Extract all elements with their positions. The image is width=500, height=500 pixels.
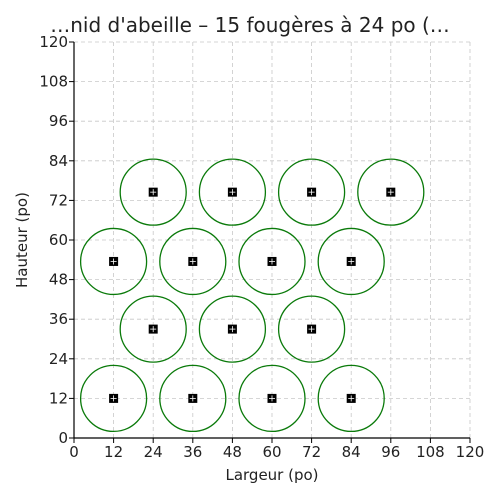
y-tick-label: 36	[49, 310, 68, 328]
spacing-circle	[317, 227, 385, 296]
fern-point	[159, 227, 227, 296]
x-tick-label: 36	[183, 443, 202, 461]
spacing-circle	[238, 364, 306, 433]
fern-point	[317, 364, 385, 433]
fern-point	[198, 295, 267, 363]
x-tick-label: 60	[262, 443, 281, 461]
x-tick-label: 96	[381, 443, 400, 461]
x-tick-label: 12	[104, 443, 123, 461]
spacing-circle	[277, 295, 346, 363]
grid-layer	[73, 41, 471, 439]
x-tick-label: 72	[302, 443, 321, 461]
fern-point	[277, 158, 346, 226]
x-tick-label: 0	[69, 443, 79, 461]
fern-point	[277, 295, 346, 363]
y-tick-label: 0	[58, 429, 68, 447]
fern-point	[238, 364, 306, 433]
spacing-circle	[357, 158, 425, 226]
chart-title: …nid d'abeille – 15 fougères à 24 po (…	[50, 13, 450, 37]
x-tick-label: 24	[144, 443, 163, 461]
spacing-circle	[79, 227, 148, 296]
y-tick-label: 108	[39, 73, 68, 91]
plot-layer	[79, 158, 425, 433]
fern-point	[79, 227, 148, 296]
y-tick-label: 120	[39, 33, 68, 51]
x-axis-label: Largeur (po)	[225, 466, 318, 484]
spacing-circle	[79, 364, 148, 433]
x-tick-label: 48	[223, 443, 242, 461]
fern-point	[317, 227, 385, 296]
spacing-circle	[238, 227, 306, 296]
y-tick-label: 84	[49, 152, 68, 170]
y-tick-label: 60	[49, 231, 68, 249]
y-tick-label: 12	[49, 389, 68, 407]
spacing-circle	[119, 295, 187, 363]
spacing-circle	[277, 158, 346, 226]
x-tick-label: 84	[342, 443, 361, 461]
y-tick-label: 48	[49, 271, 68, 289]
x-tick-label: 120	[456, 443, 485, 461]
fern-point	[159, 364, 227, 433]
fern-point	[357, 158, 425, 226]
axis-layer: 0 12 24 36 48 60 72 84 96 108 120 0 12 24 36 48 60 72 84 96…	[39, 33, 484, 461]
y-tick-label: 96	[49, 112, 68, 130]
fern-point	[119, 158, 187, 226]
spacing-circle	[198, 158, 267, 226]
spacing-circle	[119, 158, 187, 226]
spacing-circle	[317, 364, 385, 433]
x-tick-label: 108	[416, 443, 445, 461]
fern-point	[198, 158, 267, 226]
fern-point	[79, 364, 148, 433]
fern-point	[119, 295, 187, 363]
fern-point	[238, 227, 306, 296]
spacing-circle	[159, 227, 227, 296]
spacing-circle	[198, 295, 267, 363]
spacing-circle	[159, 364, 227, 433]
y-tick-label: 24	[49, 350, 68, 368]
y-axis-label: Hauteur (po)	[13, 192, 31, 288]
y-tick-label: 72	[49, 191, 68, 209]
